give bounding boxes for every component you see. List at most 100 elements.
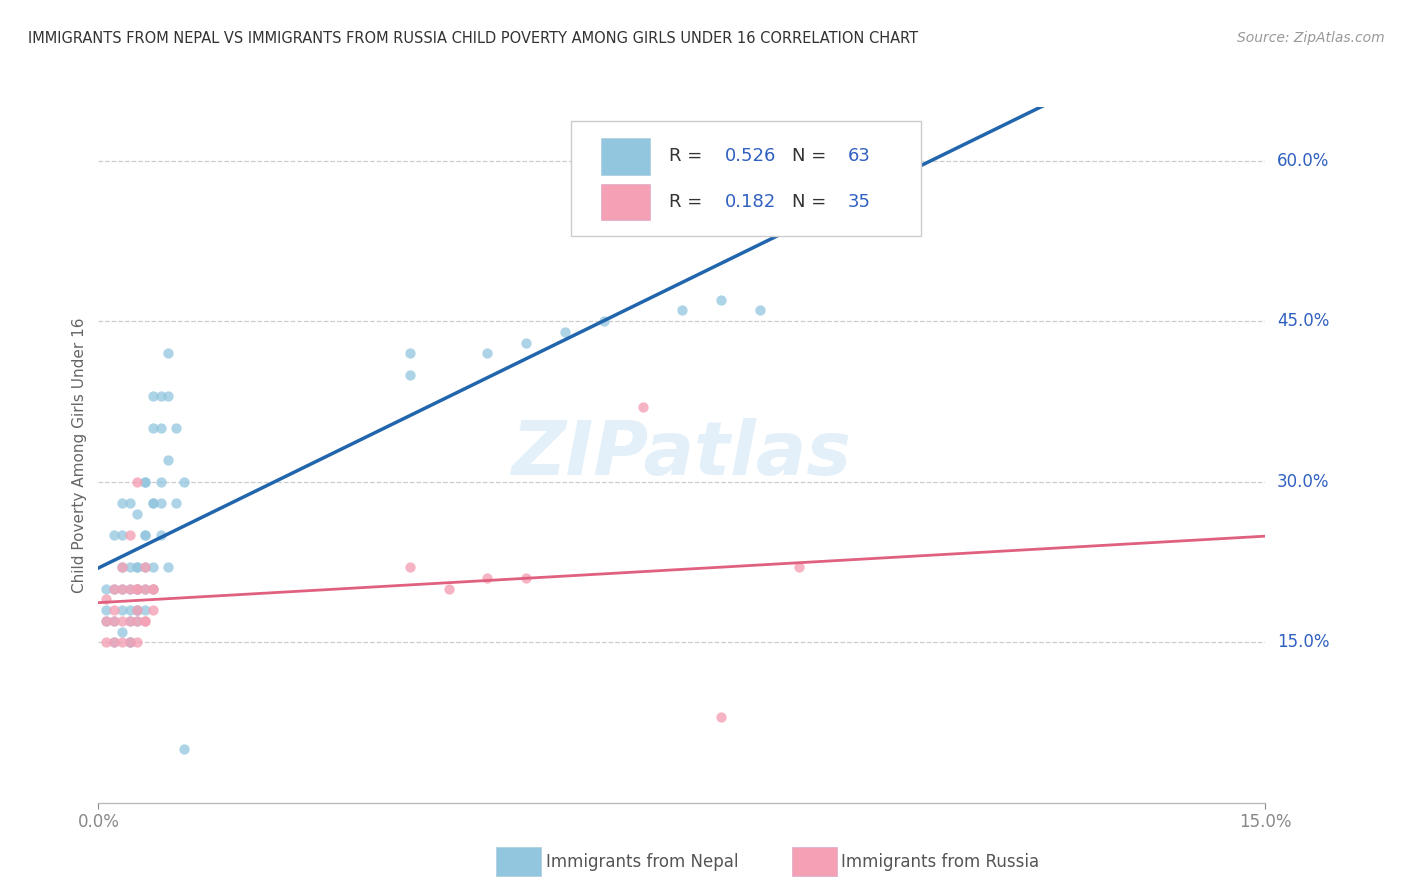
Point (173, 742, 195, 756)
Point (398, 368, 420, 382)
Point (149, 389, 172, 403)
Point (111, 614, 134, 628)
Point (165, 496, 187, 510)
Point (111, 496, 134, 510)
Point (103, 582, 125, 596)
Point (149, 421, 172, 435)
Point (477, 571, 499, 585)
Point (134, 475, 156, 489)
Point (710, 710, 733, 724)
Point (142, 389, 165, 403)
Point (111, 582, 134, 596)
Text: Source: ZipAtlas.com: Source: ZipAtlas.com (1237, 31, 1385, 45)
Point (118, 582, 141, 596)
Point (96, 582, 118, 596)
Point (103, 614, 125, 628)
Point (118, 603, 141, 617)
Point (134, 528, 156, 542)
Text: 60.0%: 60.0% (1277, 152, 1330, 169)
Point (127, 582, 149, 596)
Text: N =: N = (792, 147, 831, 165)
Point (127, 614, 149, 628)
Point (149, 475, 172, 489)
Text: Immigrants from Nepal: Immigrants from Nepal (546, 853, 738, 871)
Point (398, 560, 420, 574)
Point (787, 560, 810, 574)
Point (437, 582, 460, 596)
Point (142, 496, 165, 510)
Text: ZIPatlas: ZIPatlas (512, 418, 852, 491)
Point (157, 453, 180, 467)
Text: R =: R = (669, 193, 709, 211)
Point (127, 507, 149, 521)
Point (127, 582, 149, 596)
Y-axis label: Child Poverty Among Girls Under 16: Child Poverty Among Girls Under 16 (72, 318, 87, 592)
Point (118, 614, 141, 628)
Point (515, 571, 537, 585)
FancyBboxPatch shape (602, 184, 651, 219)
Point (111, 560, 134, 574)
Point (127, 560, 149, 574)
FancyBboxPatch shape (602, 138, 651, 175)
Point (134, 582, 156, 596)
Text: 63: 63 (848, 147, 870, 165)
Point (515, 335, 537, 350)
Point (127, 560, 149, 574)
Point (142, 582, 165, 596)
Point (142, 582, 165, 596)
Point (96, 592, 118, 607)
Point (134, 528, 156, 542)
Point (142, 582, 165, 596)
Point (111, 560, 134, 574)
Point (111, 528, 134, 542)
Text: N =: N = (792, 193, 831, 211)
Point (111, 582, 134, 596)
Point (118, 635, 141, 649)
Point (127, 603, 149, 617)
Text: 0.526: 0.526 (725, 147, 776, 165)
Point (103, 528, 125, 542)
Point (118, 582, 141, 596)
Text: 0.182: 0.182 (725, 193, 776, 211)
Point (127, 603, 149, 617)
Point (142, 496, 165, 510)
Point (111, 635, 134, 649)
Point (118, 560, 141, 574)
Point (103, 635, 125, 649)
Point (142, 421, 165, 435)
Point (157, 389, 180, 403)
Point (103, 635, 125, 649)
Text: 15.0%: 15.0% (1277, 633, 1330, 651)
Point (111, 624, 134, 639)
Point (118, 614, 141, 628)
Point (127, 603, 149, 617)
Point (142, 560, 165, 574)
Text: R =: R = (669, 147, 709, 165)
Point (710, 293, 733, 307)
Point (134, 614, 156, 628)
Text: 45.0%: 45.0% (1277, 312, 1330, 330)
Point (96, 635, 118, 649)
Point (103, 603, 125, 617)
Point (127, 635, 149, 649)
Point (134, 560, 156, 574)
Text: Immigrants from Russia: Immigrants from Russia (841, 853, 1039, 871)
Point (142, 603, 165, 617)
Point (165, 421, 187, 435)
Point (554, 325, 576, 339)
Point (593, 314, 616, 328)
Point (103, 582, 125, 596)
Point (398, 346, 420, 360)
Point (96, 603, 118, 617)
Point (118, 635, 141, 649)
Point (671, 303, 693, 318)
Point (127, 582, 149, 596)
Point (96, 614, 118, 628)
Point (134, 582, 156, 596)
Point (157, 346, 180, 360)
Text: 30.0%: 30.0% (1277, 473, 1330, 491)
Point (134, 475, 156, 489)
Point (134, 560, 156, 574)
Point (111, 603, 134, 617)
Text: 35: 35 (848, 193, 870, 211)
